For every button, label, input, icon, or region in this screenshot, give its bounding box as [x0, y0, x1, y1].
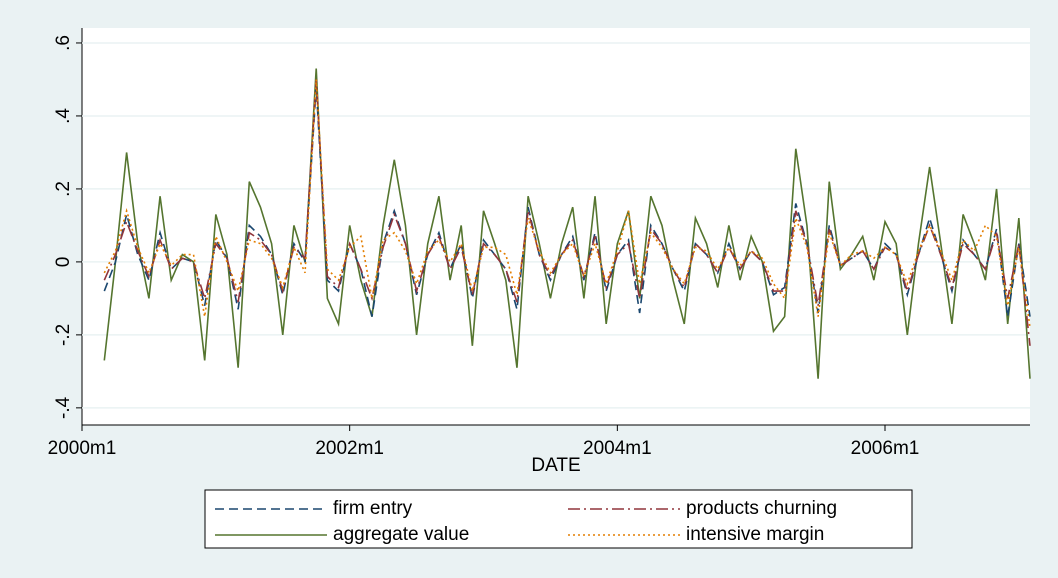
y-tick-label: -.2 [53, 324, 74, 346]
y-tick-label: .2 [53, 181, 74, 197]
y-tick-label: .6 [53, 35, 74, 51]
legend-label: intensive margin [686, 524, 824, 545]
y-tick-label: 0 [53, 257, 74, 268]
legend-label: products churning [686, 498, 837, 519]
y-tick-label: .4 [53, 108, 74, 124]
series-line [103, 79, 1031, 346]
y-tick-label: -.4 [53, 396, 74, 419]
legend [204, 489, 913, 549]
plot-region [82, 28, 1030, 425]
legend-label: firm entry [333, 498, 413, 519]
x-tick-label: 2000m1 [48, 438, 117, 459]
x-tick-label: 2002m1 [315, 438, 384, 459]
series-line [103, 79, 1031, 328]
series-line [103, 68, 1031, 379]
legend-label: aggregate value [333, 524, 469, 545]
x-tick-label: 2004m1 [583, 438, 652, 459]
x-axis-title: DATE [531, 455, 580, 476]
x-tick-label: 2006m1 [851, 438, 920, 459]
